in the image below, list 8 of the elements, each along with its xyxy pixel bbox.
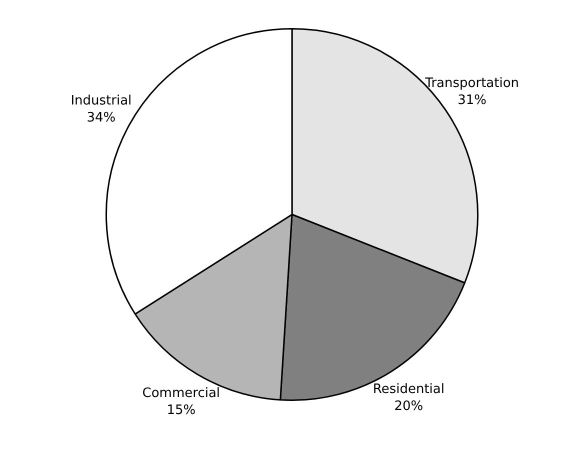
slice-label: Industrial xyxy=(70,93,132,108)
slice-label: Transportation xyxy=(424,76,520,91)
slice-label: Residential xyxy=(372,382,444,398)
data-label: 15% xyxy=(166,402,196,418)
slice-label: Commercial xyxy=(142,386,220,401)
data-label: 31% xyxy=(458,92,487,108)
data-label: 20% xyxy=(394,399,424,414)
data-label: 34% xyxy=(86,110,116,126)
